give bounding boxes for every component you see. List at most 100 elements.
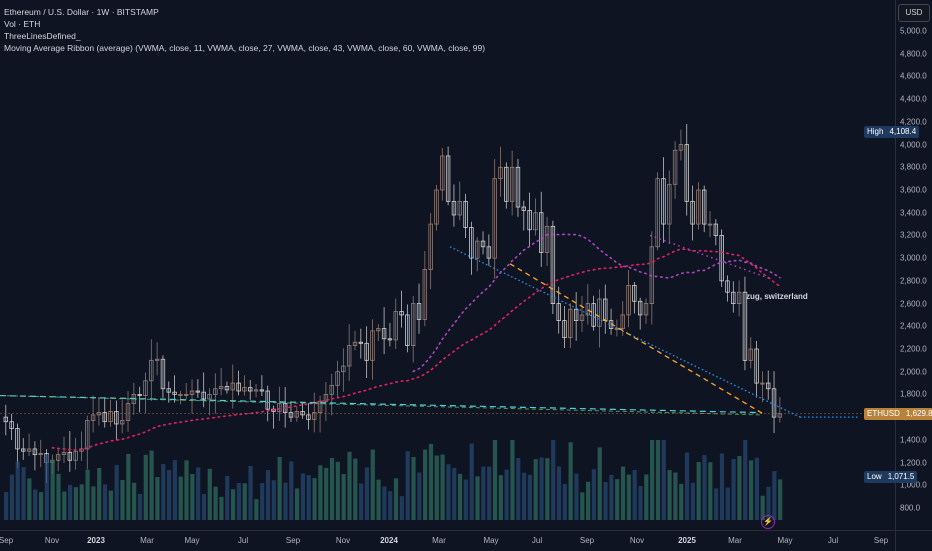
volume-bar [190, 474, 195, 520]
candle-body [754, 348, 759, 384]
time-tick: Sep [873, 536, 889, 545]
candle-body [713, 223, 719, 236]
flash-icon[interactable]: ⚡ [761, 515, 775, 529]
volume-bar [4, 492, 9, 520]
volume-bar [201, 494, 207, 520]
volume-bar [434, 455, 439, 520]
volume-bar [591, 469, 597, 520]
candle-body [678, 144, 684, 151]
candle-body [777, 413, 783, 418]
candle-body [702, 189, 707, 225]
volume-bar [312, 478, 317, 520]
volume-bar [149, 450, 154, 520]
volume-bar [225, 476, 230, 520]
volume-bar [120, 479, 125, 520]
volume-bar [68, 484, 73, 520]
volume-bar [184, 460, 189, 520]
volume-bar [743, 440, 748, 520]
candle-body [527, 210, 532, 231]
candle-body [265, 390, 270, 410]
volume-bar [714, 488, 719, 520]
symbol-title[interactable]: Ethereum / U.S. Dollar · 1W · BITSTAMP [4, 7, 159, 17]
volume-bar [236, 482, 241, 520]
volume-bar [644, 474, 649, 520]
candle-body [61, 451, 67, 456]
price-tick: 3,200.0 [900, 230, 927, 240]
currency-button[interactable]: USD [898, 4, 930, 22]
volume-bar [632, 469, 637, 520]
ma-ribbon-indicator-label[interactable]: Moving Average Ribbon (average) (VWMA, c… [4, 43, 486, 53]
candle-body [85, 420, 90, 450]
volume-bar [283, 482, 288, 520]
volume-bar [207, 468, 212, 520]
candle-body [742, 291, 748, 361]
volume-bar [463, 479, 468, 520]
volume-bar [533, 459, 538, 520]
candle-body [207, 394, 212, 400]
volume-bar [417, 472, 422, 520]
volume-bar [487, 466, 492, 520]
candle-body [288, 412, 294, 418]
volume-bar [219, 496, 224, 520]
candle-body [242, 387, 247, 392]
candle-body [486, 246, 492, 259]
price-tick: 2,600.0 [900, 299, 927, 309]
volume-bar [15, 461, 20, 520]
candle-body [224, 386, 230, 391]
candle-body [736, 291, 742, 304]
volume-bar [766, 486, 771, 520]
candle-body [504, 166, 509, 202]
candle-body [661, 178, 666, 225]
candle-body [137, 394, 142, 396]
price-tick: 1,000.0 [900, 480, 927, 490]
volume-bar [475, 476, 480, 520]
time-tick: 2023 [87, 536, 105, 545]
candle-body [457, 200, 462, 216]
volume-bar [277, 456, 282, 520]
candle-body [160, 358, 166, 390]
time-tick: May [483, 536, 499, 545]
candle-body [585, 303, 590, 316]
volume-bar [341, 474, 346, 520]
candle-body [172, 391, 177, 395]
candle-body [346, 345, 352, 367]
price-scale[interactable]: USD 5,000.0 4,800.0 4,600.0 4,400.0 4,200.0 4… [864, 0, 932, 530]
candle-body [573, 308, 579, 322]
price-tick: 2,800.0 [900, 276, 927, 286]
volume-bar [242, 483, 247, 520]
price-tick: 3,000.0 [900, 253, 927, 263]
time-axis[interactable]: Sep Nov 2023 Mar May Jul Sep Nov 2024 Mar May Jul Se… [0, 530, 895, 551]
candle-body [480, 240, 486, 248]
volume-indicator-label[interactable]: Vol · ETH [4, 19, 41, 29]
price-tick: 3,600.0 [900, 185, 927, 195]
candle-body [195, 390, 201, 393]
volume-bar [347, 451, 352, 520]
trendline-blue [449, 246, 801, 418]
volume-bar [778, 479, 783, 520]
candle-body [358, 341, 364, 344]
volume-bar [760, 495, 765, 520]
volume-bar [265, 470, 271, 520]
volume-bar [91, 486, 96, 520]
candle-body [213, 388, 218, 395]
price-tick: 5,000.0 [900, 26, 927, 36]
time-tick: Jul [827, 536, 839, 545]
candle-body [725, 280, 730, 293]
volume-bar [108, 490, 113, 520]
volume-bar [603, 482, 608, 520]
volume-bar [586, 481, 591, 520]
volume-bar [696, 461, 701, 520]
candle-body [3, 416, 8, 423]
candle-body [32, 448, 38, 456]
volume-bar [126, 453, 131, 520]
time-tick: 2025 [678, 536, 696, 545]
candle-body [766, 382, 771, 390]
candle-body [643, 303, 649, 316]
price-chart[interactable] [0, 0, 895, 530]
volume-bar [731, 458, 736, 520]
candle-body [67, 451, 73, 461]
chart-annotation[interactable]: zug, switzerland [746, 292, 808, 301]
volume-bar [364, 467, 370, 520]
three-lines-indicator-label[interactable]: ThreeLinesDefined_ [4, 31, 81, 41]
volume-bar [306, 475, 311, 520]
